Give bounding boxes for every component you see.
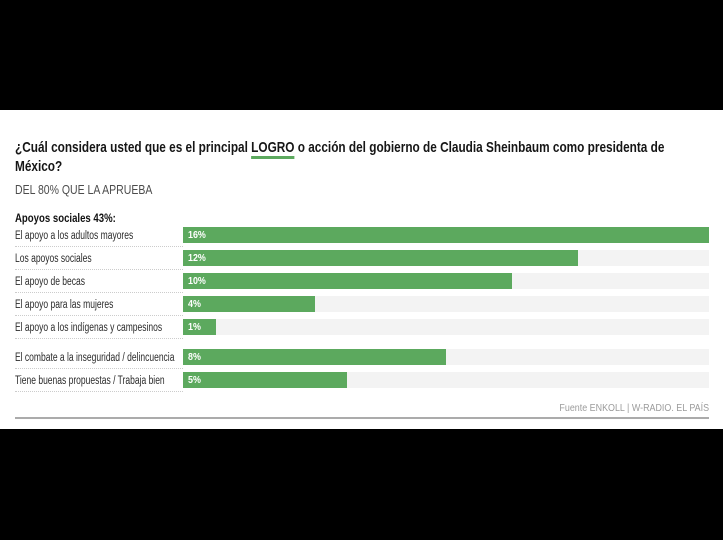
bar-row: El apoyo para las mujeres 4% — [15, 295, 709, 316]
bar: 12% — [183, 250, 578, 266]
bar: 16% — [183, 227, 709, 243]
bar: 5% — [183, 372, 348, 388]
bar-row: El combate a la inseguridad / delincuenc… — [15, 348, 709, 369]
chart-title-post: o acción del gobierno de Claudia Sheinba… — [15, 139, 665, 175]
group-label-row: Apoyos sociales 43%: — [15, 209, 709, 225]
bar-label-cell: El apoyo a los adultos mayores — [15, 226, 183, 244]
chart-source-row: Fuente ENKOLL | W-RADIO. EL PAÍS — [15, 398, 709, 419]
bar-label-cell: Los apoyos sociales — [15, 249, 183, 267]
chart-card: ¿Cuál considera usted que es el principa… — [0, 110, 723, 429]
chart-title-highlight: LOGRO — [251, 139, 295, 159]
bar-value: 8% — [188, 351, 201, 363]
chart-subtitle: DEL 80% QUE LA APRUEBA — [15, 183, 153, 197]
bar-track: 12% — [183, 250, 709, 266]
group-label: Apoyos sociales 43%: — [15, 211, 116, 225]
bar-value: 4% — [188, 298, 201, 310]
bar-value: 16% — [188, 229, 206, 241]
bar-label-cell: El apoyo a los indígenas y campesinos — [15, 318, 183, 336]
bar-row: El apoyo a los adultos mayores 16% — [15, 226, 709, 247]
bar: 10% — [183, 273, 512, 289]
bar-group-1: El apoyo a los adultos mayores 16% Los a… — [15, 226, 709, 339]
bar-track: 1% — [183, 319, 709, 335]
bar-value: 1% — [188, 321, 201, 333]
bar-track: 5% — [183, 372, 709, 388]
bar: 8% — [183, 349, 446, 365]
bar-label: El apoyo a los adultos mayores — [15, 230, 134, 242]
chart-source: Fuente ENKOLL | W-RADIO. EL PAÍS — [559, 402, 709, 414]
bar-label: El apoyo de becas — [15, 276, 86, 288]
bar-label-cell: El combate a la inseguridad / delincuenc… — [15, 348, 183, 366]
bar-row: El apoyo a los indígenas y campesinos 1% — [15, 318, 709, 339]
bar-track: 16% — [183, 227, 709, 243]
bar: 4% — [183, 296, 315, 312]
bar-row: Tiene buenas propuestas / Trabaja bien 5… — [15, 371, 709, 392]
bar-label: Tiene buenas propuestas / Trabaja bien — [15, 375, 165, 387]
bar-value: 10% — [188, 275, 206, 287]
bar-label-cell: Tiene buenas propuestas / Trabaja bien — [15, 371, 183, 389]
bar-track: 10% — [183, 273, 709, 289]
bar-value: 12% — [188, 252, 206, 264]
bar-track: 8% — [183, 349, 709, 365]
bar-label: Los apoyos sociales — [15, 253, 92, 265]
bar-label-cell: El apoyo de becas — [15, 272, 183, 290]
bar-label: El apoyo para las mujeres — [15, 299, 114, 311]
bar-label: El apoyo a los indígenas y campesinos — [15, 322, 163, 334]
chart-subtitle-row: DEL 80% QUE LA APRUEBA — [15, 181, 709, 197]
bar-track: 4% — [183, 296, 709, 312]
bar-label-cell: El apoyo para las mujeres — [15, 295, 183, 313]
chart-title-pre: ¿Cuál considera usted que es el principa… — [15, 139, 252, 156]
chart-title: ¿Cuál considera usted que es el principa… — [15, 138, 708, 176]
bar-value: 5% — [188, 374, 201, 386]
bar-group-2: El combate a la inseguridad / delincuenc… — [15, 348, 709, 392]
bar-row: Los apoyos sociales 12% — [15, 249, 709, 270]
bar-row: El apoyo de becas 10% — [15, 272, 709, 293]
bar-label: El combate a la inseguridad / delincuenc… — [15, 352, 175, 364]
bar: 1% — [183, 319, 216, 335]
